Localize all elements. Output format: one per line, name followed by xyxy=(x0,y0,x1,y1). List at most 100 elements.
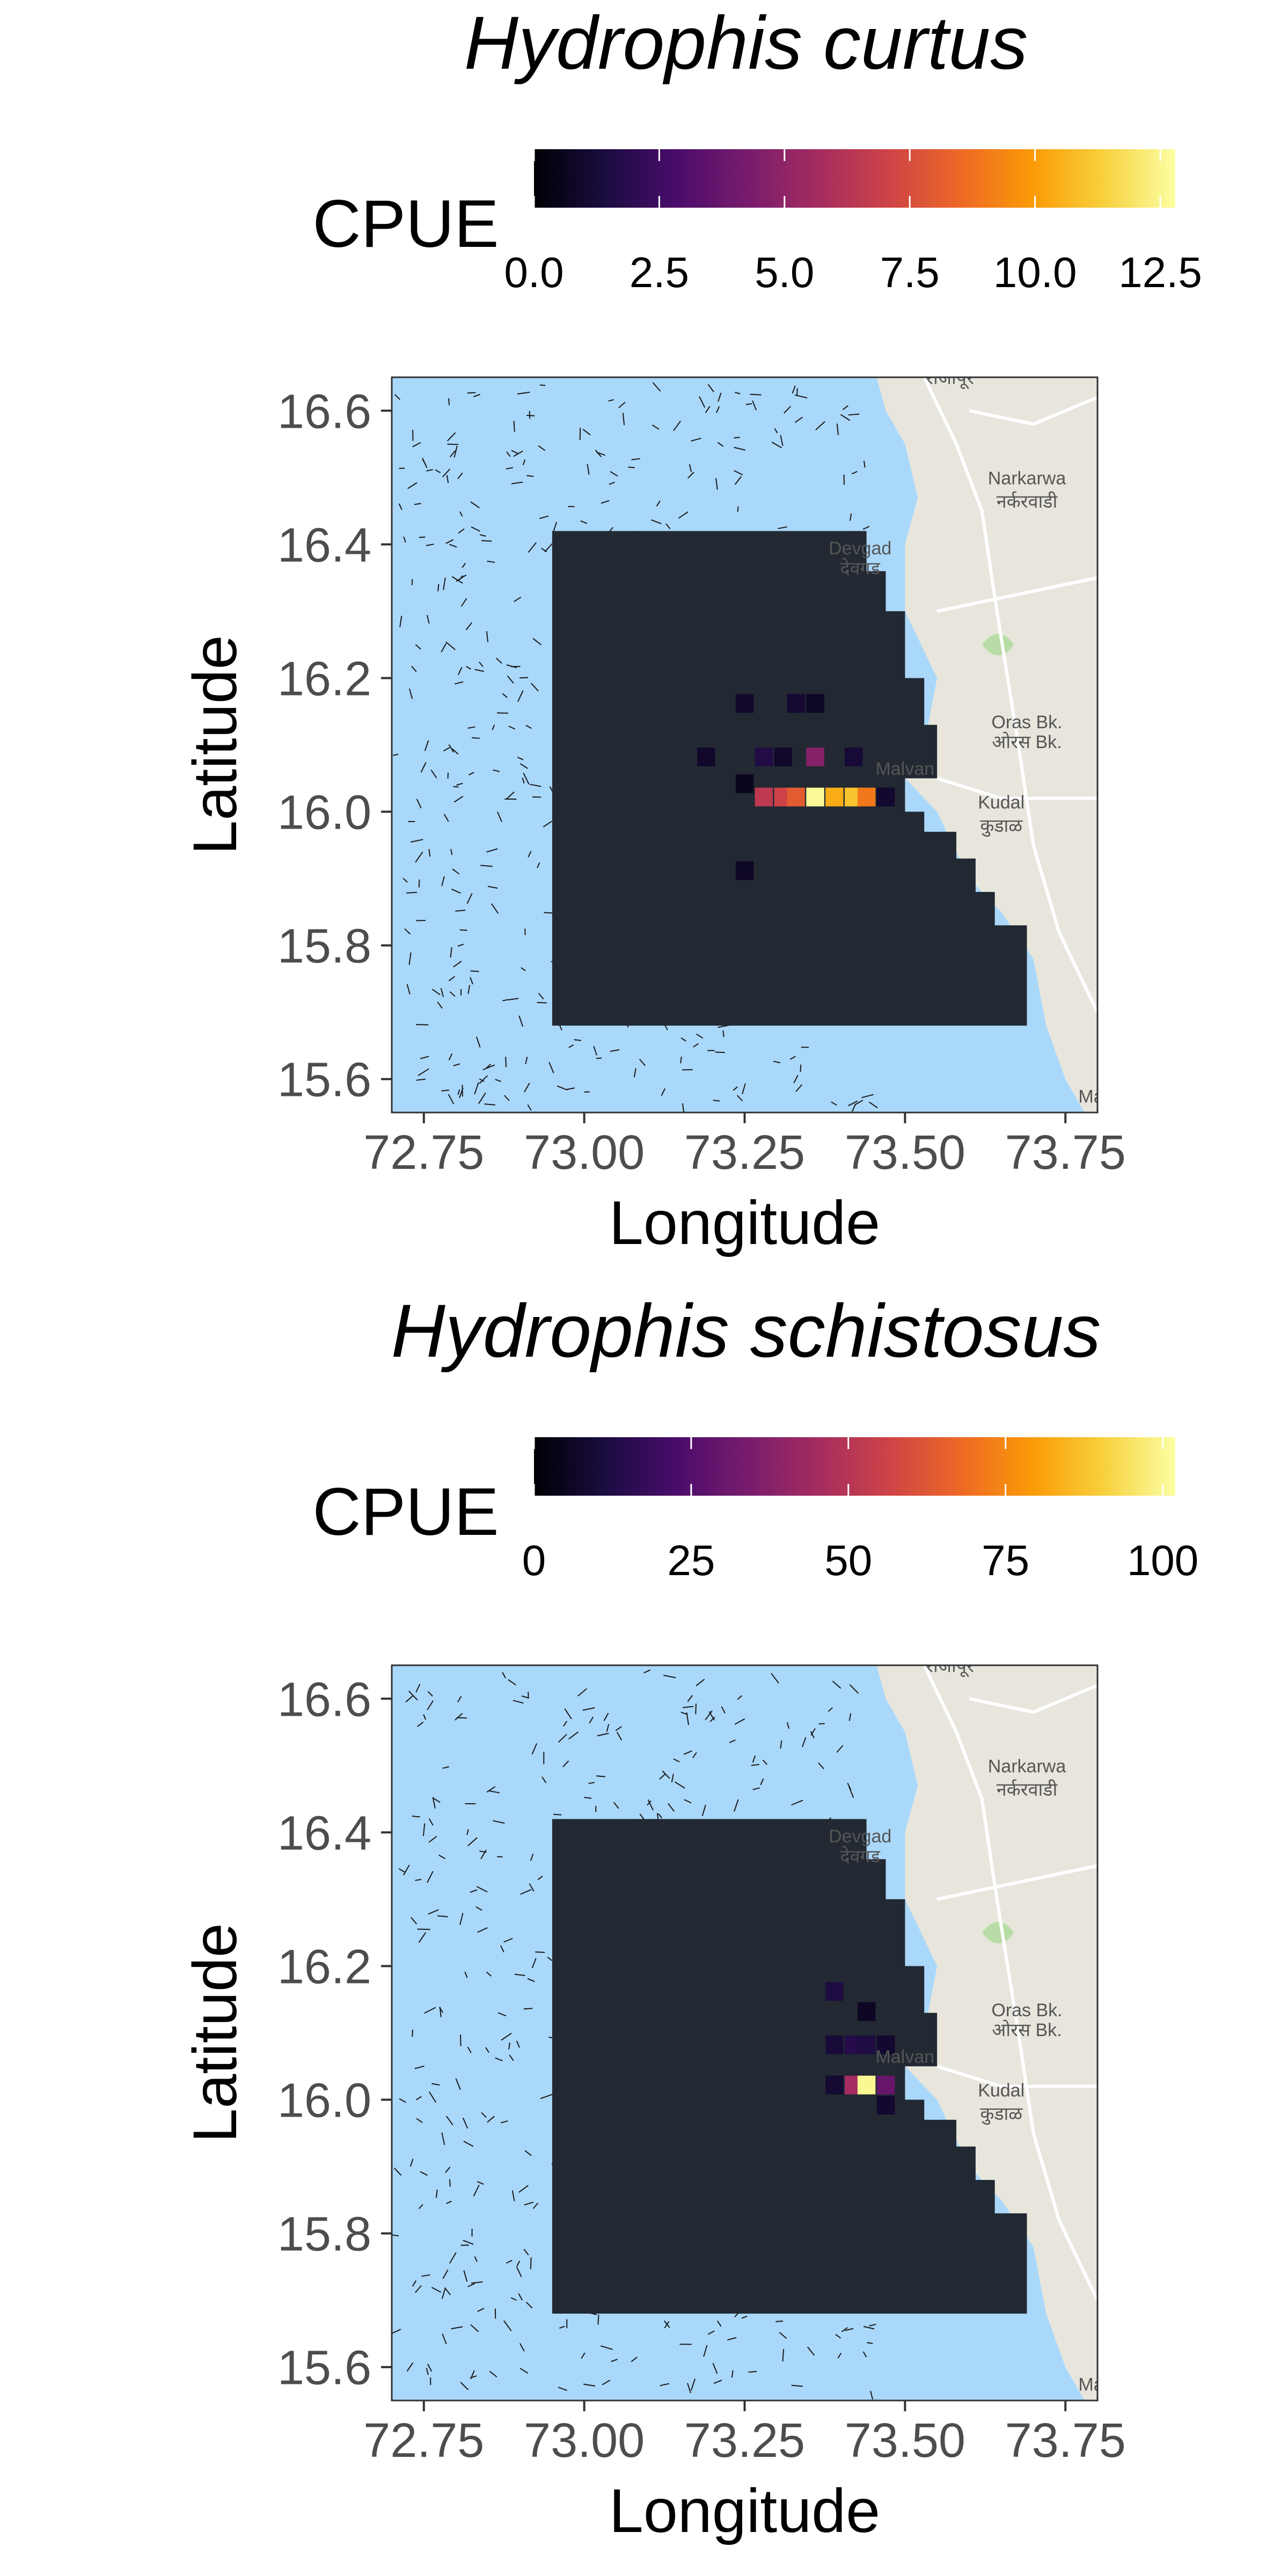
current-vector xyxy=(411,665,417,672)
current-vector xyxy=(508,1679,516,1686)
current-vector xyxy=(445,2116,453,2126)
current-vector xyxy=(674,1781,685,1789)
current-vector xyxy=(473,2185,480,2197)
current-vector xyxy=(517,757,524,760)
current-vector xyxy=(522,777,525,784)
colorbar-tick-label: 50 xyxy=(824,1536,872,1584)
current-vector xyxy=(611,2359,618,2362)
current-vector xyxy=(448,1053,453,1060)
heat-cell xyxy=(697,748,715,766)
current-vector xyxy=(525,2302,533,2309)
current-vector xyxy=(840,414,851,421)
current-vector xyxy=(428,1835,437,1843)
current-vector xyxy=(427,2363,433,2372)
current-vector xyxy=(508,2042,510,2050)
heat-cell xyxy=(806,748,824,766)
current-vector xyxy=(696,1679,705,1687)
y-tick-label: 16.4 xyxy=(277,518,371,572)
heat-cell xyxy=(825,2075,844,2095)
current-vector xyxy=(707,384,714,392)
current-vector xyxy=(537,862,540,868)
current-vector xyxy=(453,795,464,803)
current-vector xyxy=(771,1673,779,1684)
current-vector xyxy=(406,2362,414,2372)
current-vector xyxy=(525,1057,528,1065)
current-vector xyxy=(460,2382,469,2390)
current-vector xyxy=(411,1916,418,1924)
current-vector xyxy=(588,1782,595,1784)
current-vector xyxy=(422,459,426,465)
current-vector xyxy=(394,394,401,400)
current-vector xyxy=(869,2324,876,2326)
current-vector xyxy=(459,1913,464,1925)
current-vector xyxy=(861,1094,874,1099)
current-vector xyxy=(716,2320,722,2327)
current-vector xyxy=(451,576,463,584)
map-place-label: ओरस Bk. xyxy=(992,731,1062,752)
map-place-label: Kudal xyxy=(978,792,1024,813)
current-vector xyxy=(506,791,515,799)
current-vector xyxy=(760,1778,764,1785)
current-vector xyxy=(445,2167,451,2173)
current-vector xyxy=(431,989,441,996)
current-vector xyxy=(530,1854,534,1861)
current-vector xyxy=(842,405,848,411)
current-vector xyxy=(705,406,711,413)
current-vector xyxy=(408,689,413,699)
chart-panel-1: Hydrophis curtus CPUE 0.0 2.5 5.0 7.5 10.0 12… xyxy=(181,1,1202,1257)
current-vector xyxy=(393,753,399,756)
current-vector xyxy=(481,2112,487,2118)
current-vector xyxy=(532,2202,539,2209)
current-vector xyxy=(460,598,467,607)
current-vector xyxy=(595,450,602,458)
map-place-label: Malvan xyxy=(876,2047,935,2067)
current-vector xyxy=(518,1015,524,1027)
current-vector xyxy=(692,1752,697,1759)
colorbar xyxy=(534,149,1175,208)
current-vector xyxy=(581,2352,586,2359)
current-vector xyxy=(435,469,441,473)
current-vector xyxy=(408,1690,418,1701)
current-vector xyxy=(480,1849,487,1860)
current-vector xyxy=(752,1755,756,1763)
heat-cell xyxy=(825,2036,844,2054)
current-vector xyxy=(495,1079,502,1082)
current-vector xyxy=(453,445,458,458)
current-vector xyxy=(836,1745,844,1753)
current-vector xyxy=(521,967,526,971)
current-vector xyxy=(583,2383,596,2387)
current-vector xyxy=(452,868,460,875)
current-vector xyxy=(487,885,498,889)
current-vector xyxy=(606,1724,610,1732)
current-vector xyxy=(442,469,451,478)
current-vector xyxy=(415,1878,422,1881)
current-vector xyxy=(443,577,446,590)
current-vector xyxy=(399,616,402,627)
heat-cell xyxy=(735,774,754,793)
current-vector xyxy=(424,2007,436,2014)
current-vector xyxy=(426,469,433,472)
current-vector xyxy=(631,2357,638,2362)
current-vector xyxy=(500,1945,504,1952)
current-vector xyxy=(633,1068,636,1078)
current-vector xyxy=(511,2190,515,2201)
heat-cell xyxy=(876,2036,895,2054)
current-vector xyxy=(762,1759,767,1765)
current-vector xyxy=(427,1691,433,1697)
current-vector xyxy=(519,677,529,679)
current-vector xyxy=(477,1927,488,1933)
current-vector xyxy=(500,2120,508,2124)
current-vector xyxy=(448,976,456,982)
current-vector xyxy=(437,1001,443,1009)
current-vector xyxy=(530,683,539,692)
current-vector xyxy=(467,2282,475,2287)
current-vector xyxy=(691,437,701,442)
current-vector xyxy=(517,690,524,702)
current-vector xyxy=(518,2293,523,2301)
current-vector xyxy=(392,2234,399,2237)
current-vector xyxy=(510,2297,517,2301)
current-vector xyxy=(415,851,423,863)
colorbar-tick-label: 2.5 xyxy=(630,248,689,296)
current-vector xyxy=(466,665,472,670)
